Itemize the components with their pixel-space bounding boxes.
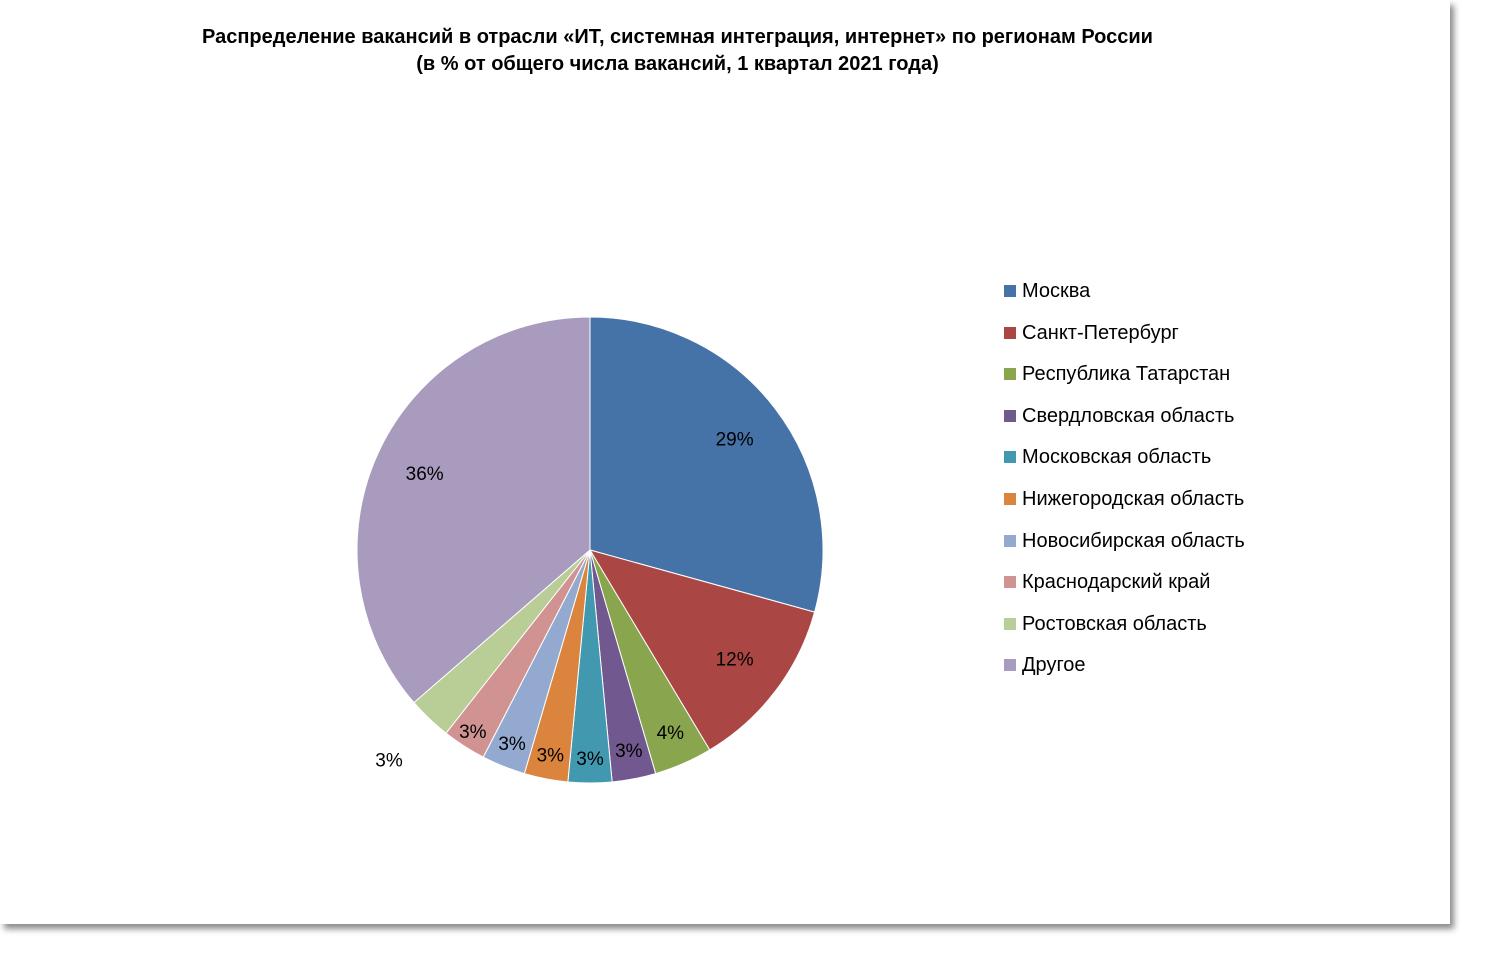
legend-label: Республика Татарстан — [1022, 363, 1231, 386]
legend-item: Новосибирская область — [1004, 524, 1245, 566]
legend-swatch — [1004, 451, 1016, 464]
pie-data-label: 3% — [459, 722, 487, 743]
pie-data-label: 29% — [716, 429, 754, 450]
legend-item: Ростовская область — [1004, 607, 1245, 649]
legend-swatch — [1004, 368, 1016, 381]
chart-frame: Распределение вакансий в отрасли «ИТ, си… — [0, 24, 1355, 784]
legend-label: Ростовская область — [1022, 612, 1207, 635]
legend-swatch — [1004, 659, 1016, 672]
pie-slice — [589, 316, 824, 613]
legend-label: Москва — [1022, 280, 1091, 302]
pie-slices — [356, 316, 824, 784]
chart-title-line-2: (в % от общего числа вакансий, 1 квартал… — [416, 53, 939, 75]
legend-swatch — [1004, 285, 1016, 297]
pie-data-label: 3% — [576, 749, 604, 770]
legend-swatch — [1004, 576, 1016, 589]
pie-data-labels: 29% 12% 4% 3% 3% 3% 3% 3% 3% 36% — [375, 429, 753, 771]
pie-data-label: 3% — [375, 750, 403, 771]
legend-item: Санкт-Петербург — [1004, 316, 1245, 358]
legend-item: Республика Татарстан — [1004, 357, 1245, 399]
pie-chart: 29% 12% 4% 3% 3% 3% 3% 3% 3% 36% — [356, 316, 824, 784]
pie-slice — [356, 316, 591, 704]
legend-item: Московская область — [1004, 440, 1245, 482]
legend-swatch — [1004, 492, 1016, 505]
legend: Москва Санкт-Петербург Республика Татарста… — [1004, 274, 1245, 690]
pie-data-label: 12% — [716, 650, 754, 671]
pie-data-label: 4% — [657, 723, 685, 744]
legend-swatch — [1004, 409, 1016, 422]
legend-label: Санкт-Петербург — [1022, 321, 1179, 344]
pie-data-label: 3% — [615, 741, 643, 762]
chart-title-line-1: Распределение вакансий в отрасли «ИТ, си… — [202, 26, 1153, 48]
pie-data-label: 3% — [498, 734, 526, 755]
legend-swatch — [1004, 534, 1016, 547]
pie-data-label: 36% — [406, 464, 444, 485]
legend-label: Свердловская область — [1022, 404, 1235, 427]
legend-label: Московская область — [1022, 446, 1212, 469]
legend-swatch — [1004, 326, 1016, 339]
chart-title: Распределение вакансий в отрасли «ИТ, си… — [0, 24, 1355, 78]
pie-data-label: 3% — [537, 745, 565, 766]
pie-slice — [588, 549, 816, 751]
legend-item: Свердловская область — [1004, 399, 1245, 441]
legend-label: Краснодарский край — [1022, 571, 1211, 594]
legend-label: Новосибирская область — [1022, 529, 1245, 552]
legend-item: Другое — [1004, 648, 1245, 690]
legend-swatch — [1004, 617, 1016, 630]
legend-item: Москва — [1004, 274, 1245, 316]
legend-item: Краснодарский край — [1004, 565, 1245, 607]
legend-label: Нижегородская область — [1022, 487, 1245, 510]
legend-item: Нижегородская область — [1004, 482, 1245, 524]
legend-label: Другое — [1022, 654, 1086, 677]
